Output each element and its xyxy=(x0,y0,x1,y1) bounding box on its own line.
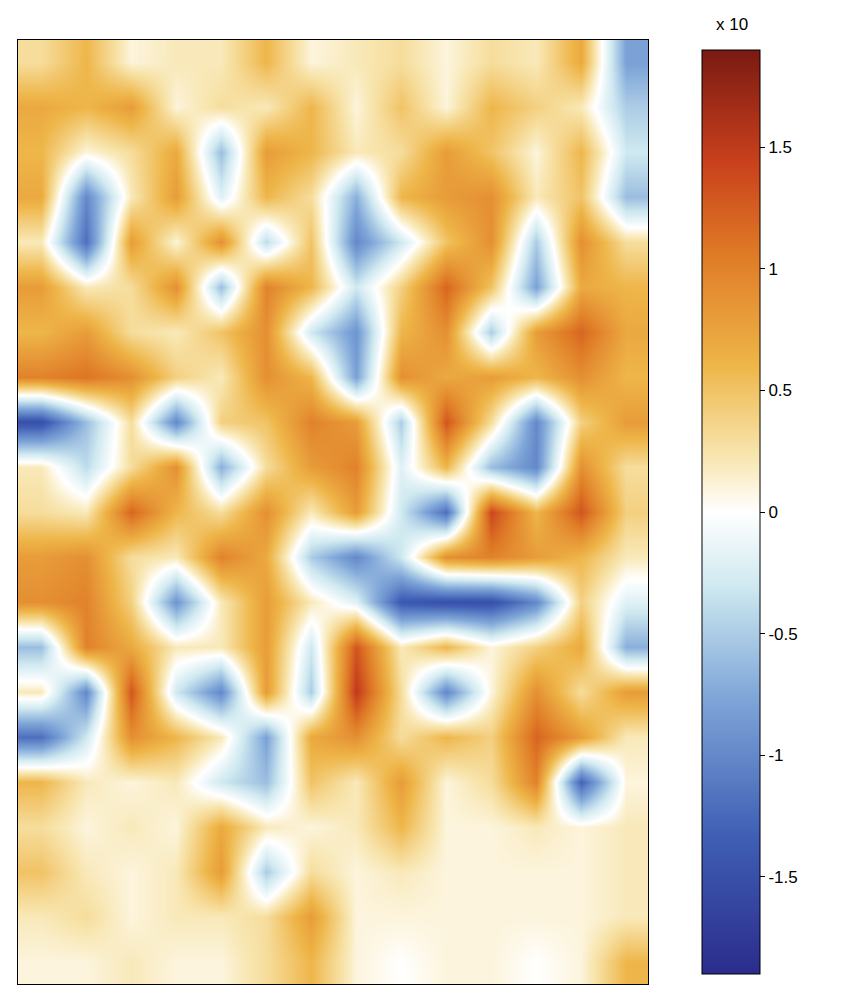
svg-text:-1: -1 xyxy=(768,746,783,765)
svg-text:0.5: 0.5 xyxy=(768,381,792,400)
svg-text:x 10: x 10 xyxy=(716,15,748,34)
svg-text:1.5: 1.5 xyxy=(768,138,792,157)
svg-text:-0.5: -0.5 xyxy=(768,625,797,644)
svg-text:1: 1 xyxy=(768,260,777,279)
svg-text:-1.5: -1.5 xyxy=(768,868,797,887)
svg-text:0: 0 xyxy=(768,503,777,522)
